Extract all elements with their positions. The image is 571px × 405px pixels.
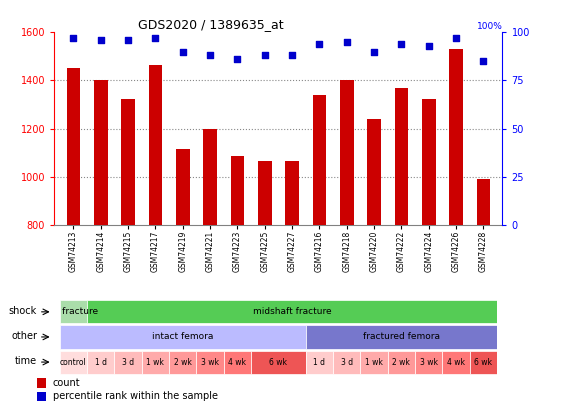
Bar [388, 350, 415, 374]
Bar [251, 350, 305, 374]
Bar [395, 88, 408, 225]
Bar [415, 350, 443, 374]
Bar [224, 350, 251, 374]
Bar [470, 350, 497, 374]
Point [478, 58, 488, 64]
Text: midshaft fracture: midshaft fracture [253, 307, 331, 316]
Text: 1 d: 1 d [95, 358, 107, 367]
Title: GDS2020 / 1389635_at: GDS2020 / 1389635_at [138, 18, 284, 31]
Text: 3 d: 3 d [122, 358, 134, 367]
Point [206, 52, 215, 59]
Point [369, 49, 379, 55]
Bar [305, 350, 333, 374]
Text: percentile rank within the sample: percentile rank within the sample [53, 391, 218, 401]
Bar [422, 98, 436, 225]
Point [96, 37, 105, 43]
Text: 3 wk: 3 wk [420, 358, 438, 367]
Text: shock: shock [9, 306, 37, 315]
Bar [196, 350, 224, 374]
Bar [87, 350, 114, 374]
Text: 2 wk: 2 wk [174, 358, 192, 367]
Point [123, 37, 132, 43]
Bar [121, 98, 135, 225]
Point [69, 35, 78, 41]
Point [287, 52, 296, 59]
Point [151, 35, 160, 41]
Text: 3 wk: 3 wk [201, 358, 219, 367]
Text: count: count [53, 378, 80, 388]
Bar [94, 81, 107, 225]
Text: fractured femora: fractured femora [363, 333, 440, 341]
Bar [142, 350, 169, 374]
Text: 3 d: 3 d [341, 358, 353, 367]
Bar [148, 65, 162, 225]
Text: 1 wk: 1 wk [365, 358, 383, 367]
Bar [169, 350, 196, 374]
Point [424, 43, 433, 49]
Bar [312, 95, 326, 225]
Text: 100%: 100% [477, 22, 502, 32]
Bar [360, 350, 388, 374]
Text: time: time [15, 356, 37, 366]
Point [452, 35, 461, 41]
Bar [367, 119, 381, 225]
Bar [37, 378, 46, 388]
Bar [477, 179, 490, 225]
Bar [258, 161, 272, 225]
Text: 4 wk: 4 wk [447, 358, 465, 367]
Bar [231, 156, 244, 225]
Bar [305, 325, 497, 349]
Text: intact femora: intact femora [152, 333, 214, 341]
Point [233, 56, 242, 62]
Bar [60, 350, 87, 374]
Point [342, 39, 351, 45]
Bar [443, 350, 470, 374]
Bar [60, 300, 87, 324]
Text: no fracture: no fracture [49, 307, 98, 316]
Text: 1 d: 1 d [313, 358, 325, 367]
Bar [67, 68, 80, 225]
Bar [285, 161, 299, 225]
Bar [340, 81, 353, 225]
Point [315, 41, 324, 47]
Text: 6 wk: 6 wk [270, 358, 287, 367]
Point [397, 41, 406, 47]
Bar [176, 149, 190, 225]
Point [260, 52, 270, 59]
Text: other: other [11, 331, 37, 341]
Bar [203, 129, 217, 225]
Text: 6 wk: 6 wk [475, 358, 492, 367]
Bar [37, 392, 46, 401]
Bar [114, 350, 142, 374]
Bar [333, 350, 360, 374]
Text: 4 wk: 4 wk [228, 358, 246, 367]
Bar [449, 49, 463, 225]
Text: 2 wk: 2 wk [392, 358, 411, 367]
Text: 1 wk: 1 wk [146, 358, 164, 367]
Point [178, 49, 187, 55]
Text: control: control [60, 358, 87, 367]
Bar [60, 325, 305, 349]
